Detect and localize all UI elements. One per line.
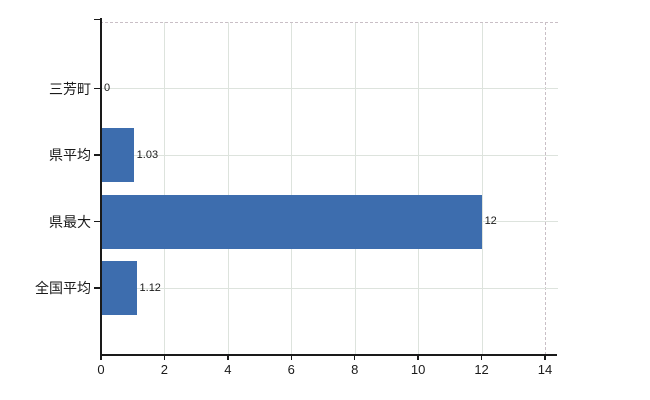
y-axis-tick [93,87,100,90]
x-axis-tick [480,354,483,360]
x-tick-label: 4 [224,362,232,377]
v-gridline [227,22,229,355]
v-gridline [291,22,293,355]
x-tick-label: 0 [97,362,105,377]
v-gridline [418,22,420,355]
v-gridline [481,22,483,355]
bar [101,194,482,249]
y-axis [99,18,102,356]
category-label: 県平均 [49,147,91,163]
h-gridline [99,88,558,89]
x-tick-label: 2 [160,362,169,377]
category-label: 三芳町 [49,80,91,97]
category-label: 県最大 [49,213,91,230]
x-tick-label: 14 [537,362,553,377]
x-tick-label: 12 [474,362,489,377]
h-gridline [99,287,558,289]
bar [101,128,134,182]
x-axis-tick [100,354,102,360]
x-axis [99,353,557,356]
x-axis-tick [544,354,546,360]
y-axis-tick [93,220,100,223]
y-axis-tick [93,154,100,156]
v-gridline [354,22,356,355]
chart-border-right [545,22,546,355]
h-gridline [99,154,558,156]
bar-value-label: 1.03 [136,148,159,161]
bar-value-label: 12 [484,215,497,227]
category-label: 全国平均 [35,280,91,296]
y-axis-tick [93,287,100,289]
bar-value-label: 0 [104,82,111,94]
x-tick-label: 10 [410,362,426,377]
v-gridline [164,22,166,355]
chart-border-top [99,21,558,23]
x-tick-label: 6 [287,362,295,377]
bar [101,261,137,315]
x-axis-tick [227,354,229,360]
x-axis-tick [163,354,166,360]
bar-value-label: 1.12 [139,281,161,294]
y-axis-top-tick [93,18,100,20]
x-axis-tick [290,354,293,360]
x-tick-label: 8 [351,362,359,377]
x-axis-tick [353,354,356,360]
x-axis-tick [417,354,419,360]
